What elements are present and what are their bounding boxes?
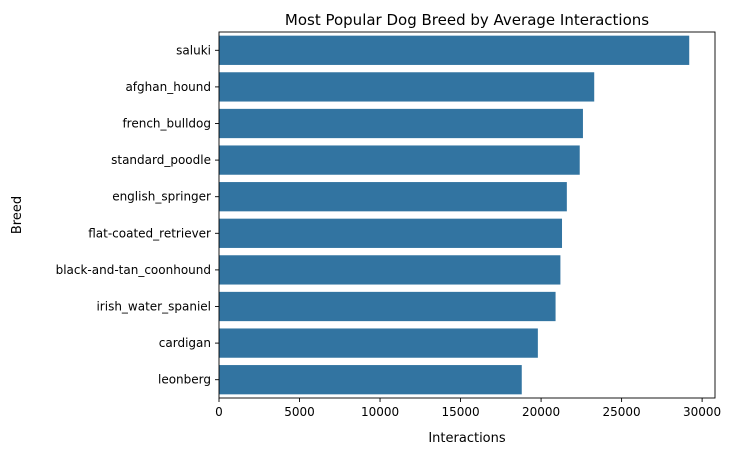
- y-tick-label: saluki: [176, 43, 211, 57]
- x-ticks-group: 0 5000 10000 15000 20000 25000 30000: [215, 398, 721, 419]
- y-tick-label: afghan_hound: [125, 80, 211, 94]
- x-tick-label: 20000: [522, 405, 560, 419]
- bar-irish_water_spaniel: [219, 291, 556, 322]
- y-tick-label: standard_poodle: [111, 153, 211, 167]
- bar-french_bulldog: [219, 108, 583, 139]
- y-tick-label: cardigan: [159, 336, 211, 350]
- bar-cardigan: [219, 328, 538, 358]
- y-tick-label: black-and-tan_coonhound: [56, 263, 211, 277]
- y-tick-label: flat-coated_retriever: [88, 226, 211, 240]
- x-tick-label: 25000: [603, 405, 641, 419]
- x-tick-label: 5000: [284, 405, 315, 419]
- x-tick-label: 10000: [361, 405, 399, 419]
- x-tick-label: 15000: [441, 405, 479, 419]
- bar-english_springer: [219, 182, 567, 212]
- plot-frame: [218, 31, 716, 399]
- y-tick-label: irish_water_spaniel: [96, 300, 211, 314]
- y-axis-label: Breed: [10, 196, 25, 234]
- x-tick-label: 30000: [683, 405, 721, 419]
- bar-standard_poodle: [219, 145, 580, 175]
- x-tick-label: 0: [215, 405, 223, 419]
- y-tick-label: english_springer: [112, 190, 211, 204]
- bars-group: [219, 35, 690, 395]
- y-tick-label: leonberg: [158, 373, 211, 387]
- bar-leonberg: [219, 365, 522, 395]
- bar-flat-coated_retriever: [219, 218, 563, 248]
- bar-afghan_hound: [219, 72, 595, 102]
- bar-saluki: [219, 35, 690, 65]
- y-tick-label: french_bulldog: [122, 117, 211, 131]
- bar-black-and-tan_coonhound: [219, 255, 561, 285]
- chart-title: Most Popular Dog Breed by Average Intera…: [285, 11, 649, 29]
- y-ticks-group: saluki afghan_hound french_bulldog standard…: [56, 43, 219, 387]
- x-axis-label: Interactions: [428, 431, 506, 446]
